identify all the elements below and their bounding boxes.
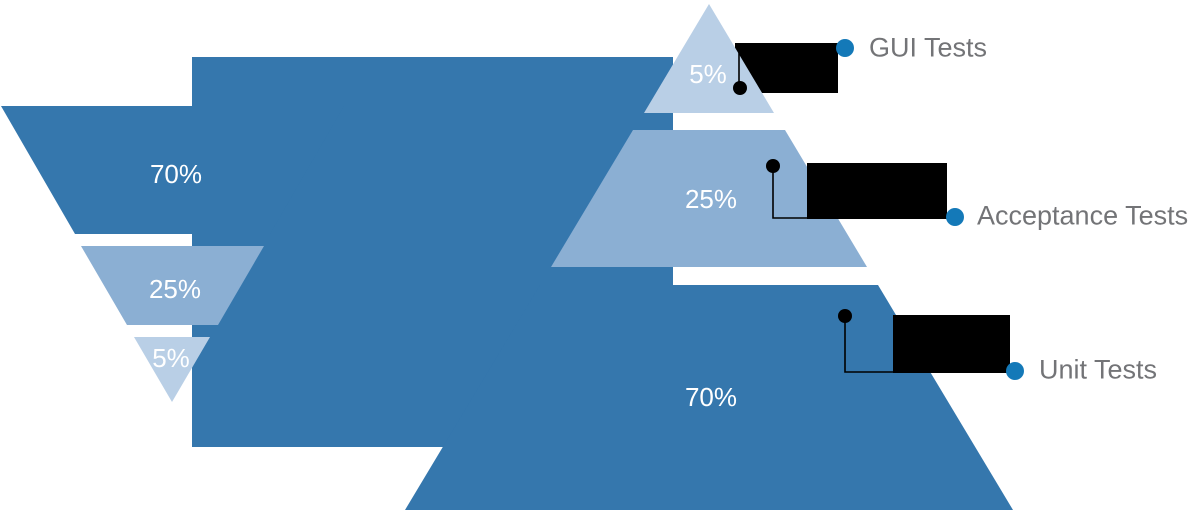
pyramid-segment-70 <box>405 285 1013 510</box>
pyramid-segment-25 <box>551 130 867 267</box>
funnel-label-70: 70% <box>149 159 203 189</box>
funnel-segment-70 <box>1 106 344 234</box>
pyramid-label-70: 70% <box>684 382 738 412</box>
connector-line-unit <box>844 316 893 373</box>
connector-line-acceptance <box>772 166 807 219</box>
legend-label-gui-tests: GUI Tests <box>869 32 988 63</box>
funnel-segment-25 <box>81 246 264 325</box>
legend-dot-gui <box>836 39 854 57</box>
callout-box-acceptance-tests <box>807 163 947 219</box>
legend-label-unit-tests: Unit Tests <box>1039 354 1158 385</box>
anchor-dot-unit <box>838 309 852 323</box>
anchor-dot-gui <box>733 81 747 95</box>
anchor-dot-acceptance <box>766 159 780 173</box>
callout-box-unit-tests <box>893 315 1010 373</box>
funnel-segment-5 <box>134 337 210 402</box>
pyramid-label-25: 25% <box>684 184 738 214</box>
legend-label-acceptance-tests: Acceptance Tests <box>977 200 1189 231</box>
legend-dot-unit <box>1006 362 1024 380</box>
funnel-label-5: 5% <box>152 343 190 373</box>
funnel-label-25: 25% <box>148 274 202 304</box>
pyramid-label-5: 5% <box>689 59 727 89</box>
legend-dot-acceptance <box>946 208 964 226</box>
